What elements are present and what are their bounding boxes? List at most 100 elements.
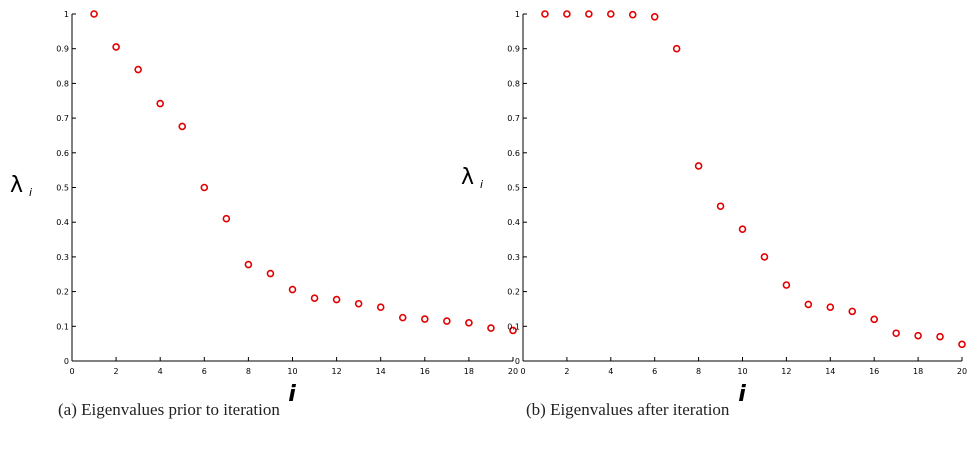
chart-b: 0 2 4 6 8 10 12 14 16 18 2000.10.20.30.40.50.60.70… (461, 10, 967, 407)
chart-b-x-tick-label: 8 (696, 367, 701, 376)
chart-a-point (354, 299, 363, 308)
chart-a-y-tick-label: 0.7 (56, 114, 69, 123)
chart-b-point (672, 44, 681, 53)
chart-b-y-tick-label: 0.7 (507, 114, 520, 123)
chart-a-y-tick-label: 0.8 (56, 79, 69, 88)
chart-a-point (222, 214, 231, 223)
chart-a-point (178, 122, 187, 131)
chart-a-y-tick-label: 1 (64, 10, 69, 19)
chart-a-x-tick-label: 16 (420, 367, 430, 376)
chart-a-y-axis-title-sub: i (29, 186, 32, 199)
chart-a-point (509, 326, 517, 335)
chart-a-x-tick-label: 6 (202, 367, 207, 376)
chart-a-point (465, 319, 473, 327)
chart-b-y-tick-label: 0 (515, 357, 520, 366)
chart-a-x-tick-label: 4 (158, 367, 163, 376)
chart-b-point (914, 331, 922, 340)
chart-b-point (892, 329, 900, 338)
chart-b-point (716, 202, 725, 211)
chart-b-y-tick-label: 1 (515, 10, 520, 19)
chart-b-x-tick-label: 16 (869, 367, 879, 376)
chart-b-x-tick-label: 2 (564, 367, 569, 376)
chart-a-point (288, 285, 297, 294)
chart-b-point (563, 10, 571, 18)
chart-b-y-axis-title-sub: i (480, 178, 483, 191)
chart-b-x-axis-title: i (738, 382, 746, 407)
chart-a-point (266, 269, 275, 278)
chart-b-y-tick-label: 0.6 (507, 149, 520, 158)
chart-b-point (541, 10, 549, 18)
chart-a-point (156, 99, 164, 108)
chart-a-x-tick-label: 20 (508, 367, 518, 376)
chart-a-point (90, 10, 98, 18)
chart-a-x-axis-title: i (288, 382, 296, 407)
chart-a-x-tick-label: 10 (287, 367, 297, 376)
chart-a-y-tick-label: 0.6 (56, 149, 69, 158)
chart-a-y-tick-label: 0.1 (56, 322, 69, 331)
chart-a-points (90, 10, 517, 335)
chart-a-x-tick-label: 8 (246, 367, 251, 376)
chart-a-point (332, 295, 341, 304)
chart-b-y-tick-label: 0.3 (507, 253, 520, 262)
chart-b-point (606, 10, 615, 18)
chart-a-point (112, 43, 120, 51)
chart-b-x-tick-label: 6 (652, 367, 657, 376)
chart-a-y-tick-label: 0.5 (56, 184, 69, 193)
chart-a-point (376, 303, 385, 312)
chart-b-point (585, 10, 593, 18)
chart-a-ticks: 0 2 4 6 8 10 12 14 16 18 2000.10.20.30.40.50.60.70… (56, 10, 518, 376)
chart-b-x-tick-label: 14 (825, 367, 835, 376)
chart-b-point (936, 332, 944, 341)
chart-b-point (804, 300, 813, 309)
chart-a-point (134, 65, 142, 74)
chart-b-point (694, 162, 703, 170)
chart-a-point (398, 313, 407, 322)
chart-b-point (958, 340, 966, 349)
chart-a-point (487, 324, 495, 332)
chart-b-y-axis-title-main: λ (461, 165, 474, 190)
chart-b-x-tick-label: 18 (913, 367, 923, 376)
chart-b-point (826, 303, 835, 312)
chart-a-point (200, 183, 209, 192)
chart-a-x-tick-label: 14 (376, 367, 386, 376)
chart-b-y-tick-label: 0.4 (507, 218, 520, 227)
chart-b-x-tick-label: 0 (520, 367, 525, 376)
chart-b-point (738, 225, 747, 233)
chart-b-point (782, 281, 791, 289)
caption-a: (a) Eigenvalues prior to iteration (58, 400, 280, 419)
chart-b-x-tick-label: 4 (608, 367, 613, 376)
chart-b-y-tick-label: 0.5 (507, 184, 520, 193)
chart-a-x-tick-label: 12 (332, 367, 342, 376)
chart-b-ticks: 0 2 4 6 8 10 12 14 16 18 2000.10.20.30.40.50.60.70… (507, 10, 967, 376)
chart-b-y-tick-label: 0.9 (507, 45, 520, 54)
chart-b-y-tick-label: 0.2 (507, 288, 520, 297)
chart-a-y-tick-label: 0.4 (56, 218, 69, 227)
chart-a-y-tick-label: 0.3 (56, 253, 69, 262)
chart-b-point (870, 315, 879, 324)
chart-a-y-axis-title-main: λ (10, 173, 23, 198)
chart-a-x-tick-label: 0 (69, 367, 74, 376)
chart-a-point (420, 315, 429, 323)
chart-a-point (443, 317, 451, 325)
chart-a-point (310, 294, 319, 302)
chart-a-x-tick-label: 18 (464, 367, 474, 376)
chart-a-y-tick-label: 0 (64, 357, 69, 366)
chart-a-y-tick-label: 0.9 (56, 45, 69, 54)
caption-b: (b) Eigenvalues after iteration (526, 400, 730, 419)
chart-a-point (244, 260, 253, 269)
chart-b-points (541, 10, 966, 349)
chart-a-x-tick-label: 2 (114, 367, 119, 376)
chart-a: 0 2 4 6 8 10 12 14 16 18 2000.10.20.30.40.50.60.70… (10, 10, 518, 407)
chart-b-point (848, 307, 857, 316)
chart-b-x-tick-label: 20 (957, 367, 967, 376)
chart-b-y-tick-label: 0.1 (507, 322, 520, 331)
chart-b-x-tick-label: 10 (737, 367, 747, 376)
chart-b-point (628, 10, 637, 19)
chart-b-y-tick-label: 0.8 (507, 79, 520, 88)
chart-b-x-tick-label: 12 (781, 367, 791, 376)
chart-a-y-tick-label: 0.2 (56, 288, 69, 297)
chart-b-point (650, 12, 659, 21)
